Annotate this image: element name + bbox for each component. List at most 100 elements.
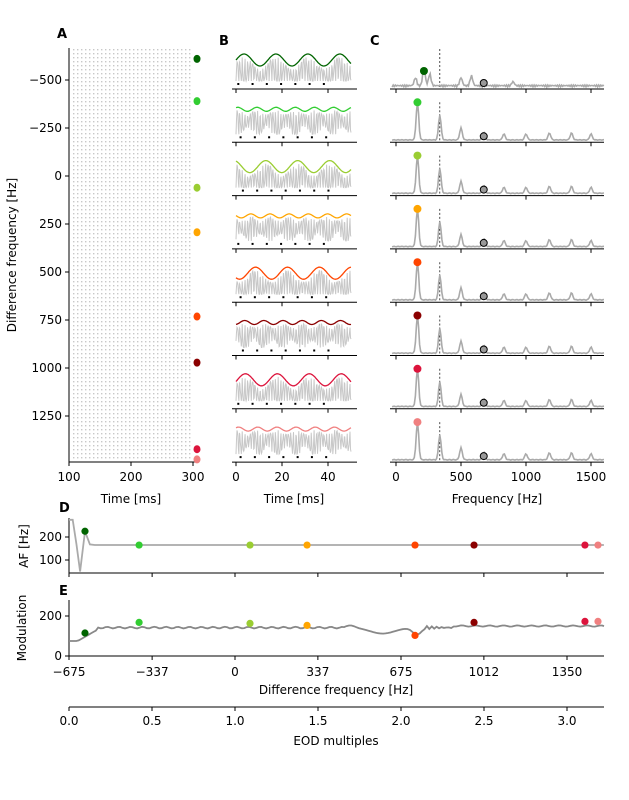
x-tick-label: 500: [450, 470, 473, 484]
x-tick-label: 40: [320, 470, 335, 484]
eod-harmonic-marker: [479, 398, 488, 407]
x-tick-label: 0: [231, 665, 239, 679]
spike-mark: [310, 136, 313, 139]
spectrum-row: [390, 364, 605, 413]
eod-harmonic-marker: [479, 79, 488, 87]
spike-mark: [268, 296, 271, 299]
af-point: [581, 541, 589, 549]
y-tick-label: −250: [29, 121, 62, 135]
spike-mark: [308, 402, 311, 405]
peak-marker: [413, 311, 422, 320]
spike-mark: [308, 242, 311, 245]
spike-mark: [256, 349, 259, 352]
y-tick-label: 250: [39, 217, 62, 231]
peak-marker: [413, 204, 422, 213]
spike-mark: [265, 242, 268, 245]
x-tick-label: 337: [306, 665, 329, 679]
x-tick-label: 2.5: [474, 714, 493, 728]
peak-marker: [413, 98, 422, 107]
eod-harmonic-marker: [479, 238, 488, 247]
eod-trace: [235, 215, 352, 242]
x-tick-label: 1500: [576, 470, 607, 484]
x-tick-label: −337: [136, 665, 169, 679]
af-point: [135, 541, 143, 549]
y-tick-label: −500: [29, 73, 62, 87]
spectrum-row: [390, 98, 605, 147]
panel-c: 0 500 1000 1500 Frequency [Hz]: [390, 49, 606, 506]
spike-mark: [325, 296, 328, 299]
panel-a: 100 200 300 −500 −250 0 250 500 750 1000 1250 Time …: [5, 48, 204, 506]
spike-mark: [313, 349, 316, 352]
af-point: [594, 541, 602, 549]
spike-mark: [310, 456, 313, 459]
spike-mark: [280, 242, 283, 245]
envelope-trace: [235, 266, 352, 280]
spike-mark: [296, 456, 299, 459]
af-point: [303, 541, 311, 549]
envelope-trace: [235, 426, 352, 432]
x-tick-label: 20: [274, 470, 289, 484]
power-spectrum: [391, 101, 605, 142]
trace-row: [232, 426, 357, 467]
df-marker: [193, 358, 201, 367]
eod-harmonic-marker: [479, 452, 488, 461]
spike-mark: [237, 83, 240, 85]
spectrum-row: [390, 204, 605, 253]
x-tick-label: 1350: [552, 665, 583, 679]
panel-label-e: E: [59, 584, 68, 599]
af-point: [81, 527, 89, 535]
panel-d: 100 200 AF [Hz]: [17, 518, 604, 577]
x-axis-label: Frequency [Hz]: [452, 492, 543, 506]
spike-mark: [280, 402, 283, 405]
modulation-point: [411, 631, 419, 640]
peak-marker: [413, 418, 422, 427]
eod-harmonic-marker: [479, 292, 488, 301]
spectrum-row: [390, 418, 605, 467]
eod-trace: [235, 56, 352, 83]
x-tick-label: 100: [58, 470, 81, 484]
trace-row: [232, 106, 357, 147]
spike-mark: [268, 456, 271, 459]
envelope-trace: [235, 319, 352, 326]
modulation-point: [303, 621, 311, 630]
spike-mark: [237, 402, 240, 405]
df-marker: [193, 97, 201, 106]
x-tick-label: 1.5: [308, 714, 327, 728]
eod-trace: [235, 429, 352, 456]
eod-trace: [235, 322, 352, 348]
spike-mark: [280, 83, 283, 85]
panel-label-c: C: [370, 34, 380, 49]
y-tick-label: 0: [54, 649, 62, 663]
af-point: [470, 541, 478, 549]
y-tick-label: 200: [39, 530, 62, 544]
df-marker: [193, 54, 201, 63]
spectrum-row: [390, 311, 605, 360]
modulation-point: [81, 629, 89, 637]
y-tick-label: 100: [39, 553, 62, 567]
trace-row: [232, 53, 357, 93]
panel-b: 0 20 40 Time [ms]: [232, 53, 357, 506]
trace-row: [232, 159, 357, 200]
spike-mark: [327, 189, 330, 192]
spike-mark: [308, 83, 311, 85]
eod-trace: [235, 269, 352, 296]
panel-label-a: A: [57, 27, 67, 42]
spike-mark: [325, 136, 328, 139]
y-axis-label: Modulation: [15, 595, 29, 662]
eod-harmonic-marker: [479, 185, 488, 194]
modulation-point: [135, 618, 143, 627]
spike-mark: [327, 349, 330, 352]
spike-mark: [284, 349, 287, 352]
af-line: [69, 518, 604, 572]
modulation-point: [581, 617, 589, 626]
y-axis-label: Difference frequency [Hz]: [5, 178, 19, 332]
spike-mark: [322, 402, 325, 405]
peak-marker: [413, 364, 422, 373]
spike-mark: [298, 189, 301, 192]
spike-mark: [322, 83, 325, 85]
x-tick-label: 1000: [511, 470, 542, 484]
x-axis-label: Time [ms]: [100, 492, 162, 506]
spike-mark: [296, 136, 299, 139]
power-spectrum: [391, 67, 605, 89]
